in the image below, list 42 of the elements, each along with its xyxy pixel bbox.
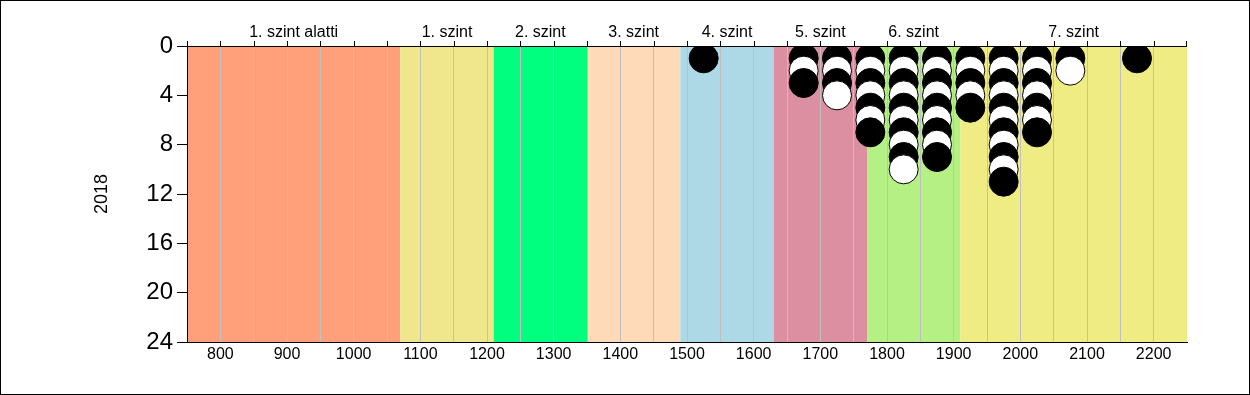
x-tick-label: 2100	[1069, 345, 1105, 363]
x-tick-label: 1800	[869, 345, 905, 363]
x-tick-label: 2200	[1135, 345, 1172, 363]
point	[688, 46, 719, 74]
y-tick-label: 4	[159, 79, 173, 107]
band-label: 1. szint	[421, 23, 473, 41]
point	[955, 92, 986, 123]
x-tick-label: 1700	[802, 345, 839, 363]
y-tick-label: 20	[146, 277, 173, 305]
x-tick-label: 1100	[403, 345, 438, 363]
x-tick-label: 1400	[602, 345, 639, 363]
band-label: 1. szint alatti	[249, 23, 339, 41]
x-tick-label: 900	[273, 345, 301, 363]
band-label: 6. szint	[888, 23, 940, 41]
point	[988, 166, 1019, 197]
y-tick-label: 16	[146, 227, 173, 255]
x-tick-label: 1200	[469, 345, 505, 363]
x-tick-label: 1900	[935, 345, 972, 363]
y-tick-label: 24	[146, 326, 173, 354]
x-tick-label: 800	[206, 345, 234, 363]
x-tick-label: 1000	[335, 345, 372, 363]
point	[822, 80, 852, 111]
point	[1022, 117, 1052, 148]
y-tick-label: 8	[159, 129, 173, 157]
point	[888, 154, 919, 185]
band-label: 2. szint	[514, 23, 567, 41]
band-label: 3. szint	[608, 23, 660, 41]
point	[922, 142, 952, 172]
band-label: 4. szint	[701, 23, 753, 41]
point	[788, 68, 819, 98]
x-tick-label: 2000	[1002, 345, 1039, 363]
x-tick-label: 1500	[669, 345, 705, 363]
point	[1055, 55, 1086, 86]
point	[1122, 46, 1152, 74]
x-tick-label: 1600	[735, 345, 772, 363]
y-tick-label: 0	[159, 30, 173, 58]
band-label: 5. szint	[794, 23, 847, 41]
x-tick-label: 1300	[535, 345, 572, 363]
band-label: 7. szint	[1048, 23, 1100, 41]
point	[855, 117, 886, 148]
y-tick-label: 12	[146, 178, 173, 206]
y-axis-title: 2018	[90, 173, 111, 215]
